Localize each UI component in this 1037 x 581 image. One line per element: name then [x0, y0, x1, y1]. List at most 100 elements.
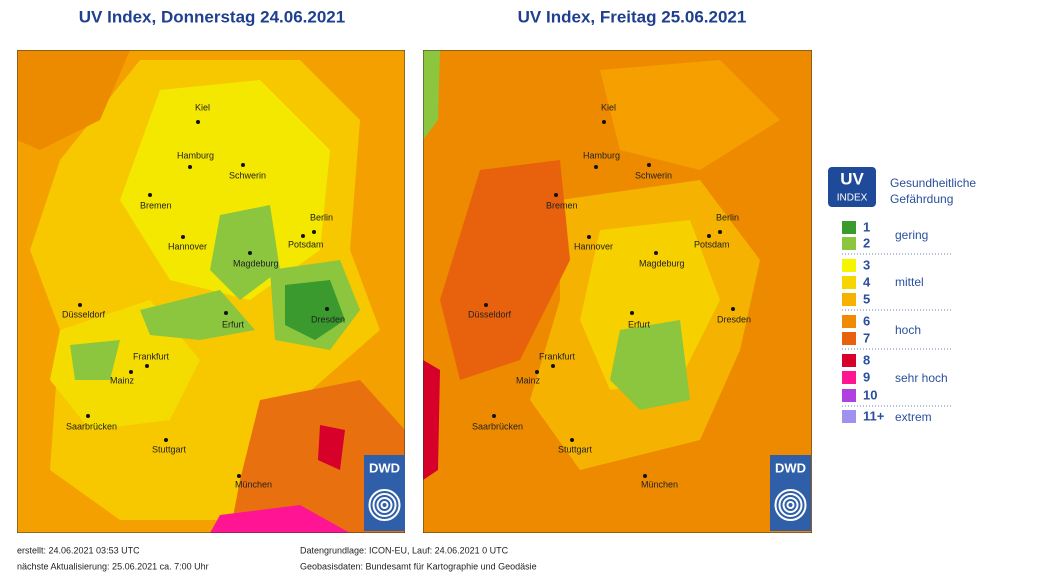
panel-title: UV Index, Freitag 25.06.2021 — [518, 7, 747, 26]
city-dot — [647, 163, 651, 167]
footer-next: nächste Aktualisierung: 25.06.2021 ca. 7… — [17, 561, 209, 571]
legend-group: gering — [895, 228, 928, 242]
legend-level: 9 — [863, 369, 870, 384]
map-1 — [17, 50, 405, 533]
logo-swirl — [774, 489, 807, 521]
legend-group: sehr hoch — [895, 371, 948, 385]
city-label: Stuttgart — [558, 444, 593, 454]
city-dot — [535, 370, 539, 374]
logo-swirl — [372, 493, 397, 517]
city-dot — [602, 120, 606, 124]
legend-swatch — [842, 389, 856, 402]
uv-badge — [828, 167, 876, 207]
city-label: Magdeburg — [233, 258, 279, 268]
city-dot — [241, 163, 245, 167]
city-label: Saarbrücken — [66, 421, 117, 431]
city-dot — [492, 414, 496, 418]
city-label: Frankfurt — [539, 351, 576, 361]
city-dot — [301, 234, 305, 238]
logo-swirl — [376, 497, 393, 513]
city-label: Magdeburg — [639, 258, 685, 268]
legend-heading: Gefährdung — [890, 192, 953, 206]
legend-level: 6 — [863, 313, 870, 328]
city-dot — [587, 235, 591, 239]
legend-level: 10 — [863, 387, 877, 402]
legend-level: 11+ — [863, 408, 885, 423]
city-dot — [312, 230, 316, 234]
city-dot — [224, 311, 228, 315]
legend-level: 5 — [863, 291, 870, 306]
city-dot — [594, 165, 598, 169]
city-label: Schwerin — [635, 170, 672, 180]
logo-swirl — [778, 493, 803, 517]
legend-level: 2 — [863, 235, 870, 250]
city-dot — [570, 438, 574, 442]
city-dot — [78, 303, 82, 307]
legend-level: 1 — [863, 219, 870, 234]
city-dot — [188, 165, 192, 169]
city-dot — [551, 364, 555, 368]
panel-title: UV Index, Donnerstag 24.06.2021 — [79, 7, 345, 26]
footer-source: Datengrundlage: ICON-EU, Lauf: 24.06.202… — [300, 545, 509, 555]
city-dot — [731, 307, 735, 311]
legend-swatch — [842, 276, 856, 289]
city-label: München — [641, 479, 678, 489]
logo-text: DWD — [369, 460, 400, 475]
uv-badge-subtitle: INDEX — [837, 193, 868, 204]
city-label: Erfurt — [628, 319, 651, 329]
city-dot — [325, 307, 329, 311]
city-dot — [164, 438, 168, 442]
legend-level: 7 — [863, 330, 870, 345]
city-label: Saarbrücken — [472, 421, 523, 431]
city-dot — [654, 251, 658, 255]
legend-swatch — [842, 259, 856, 272]
legend-swatch — [842, 410, 856, 423]
city-dot — [643, 474, 647, 478]
city-label: Erfurt — [222, 319, 245, 329]
legend-group: mittel — [895, 275, 924, 289]
city-dot — [237, 474, 241, 478]
city-label: Kiel — [601, 102, 616, 112]
legend-group: extrem — [895, 410, 932, 424]
legend-group: hoch — [895, 323, 921, 337]
logo-swirl — [786, 501, 795, 509]
legend-swatch — [842, 221, 856, 234]
city-label: Hannover — [574, 241, 613, 251]
city-label: Düsseldorf — [468, 309, 512, 319]
city-label: Potsdam — [694, 239, 730, 249]
city-label: Düsseldorf — [62, 309, 106, 319]
legend-swatch — [842, 237, 856, 250]
city-dot — [145, 364, 149, 368]
city-dot — [630, 311, 634, 315]
legend-swatch — [842, 332, 856, 345]
logo-swirl — [368, 489, 401, 521]
legend-swatch — [842, 371, 856, 384]
city-label: Bremen — [140, 200, 172, 210]
city-label: Schwerin — [229, 170, 266, 180]
logo-text: DWD — [775, 460, 806, 475]
city-label: Hamburg — [177, 150, 214, 160]
city-dot — [718, 230, 722, 234]
city-label: Bremen — [546, 200, 578, 210]
city-dot — [196, 120, 200, 124]
city-label: Potsdam — [288, 239, 324, 249]
map-2 — [423, 50, 812, 533]
city-label: Mainz — [516, 375, 541, 385]
legend-level: 8 — [863, 352, 870, 367]
logo-swirl — [380, 501, 389, 509]
legend-swatch — [842, 315, 856, 328]
city-label: Kiel — [195, 102, 210, 112]
city-dot — [248, 251, 252, 255]
city-label: Dresden — [311, 314, 345, 324]
city-dot — [86, 414, 90, 418]
legend-swatch — [842, 293, 856, 306]
city-label: Stuttgart — [152, 444, 187, 454]
city-label: Hamburg — [583, 150, 620, 160]
city-dot — [554, 193, 558, 197]
city-dot — [484, 303, 488, 307]
city-label: Mainz — [110, 375, 135, 385]
city-dot — [148, 193, 152, 197]
legend-heading: Gesundheitliche — [890, 176, 976, 190]
city-label: Hannover — [168, 241, 207, 251]
